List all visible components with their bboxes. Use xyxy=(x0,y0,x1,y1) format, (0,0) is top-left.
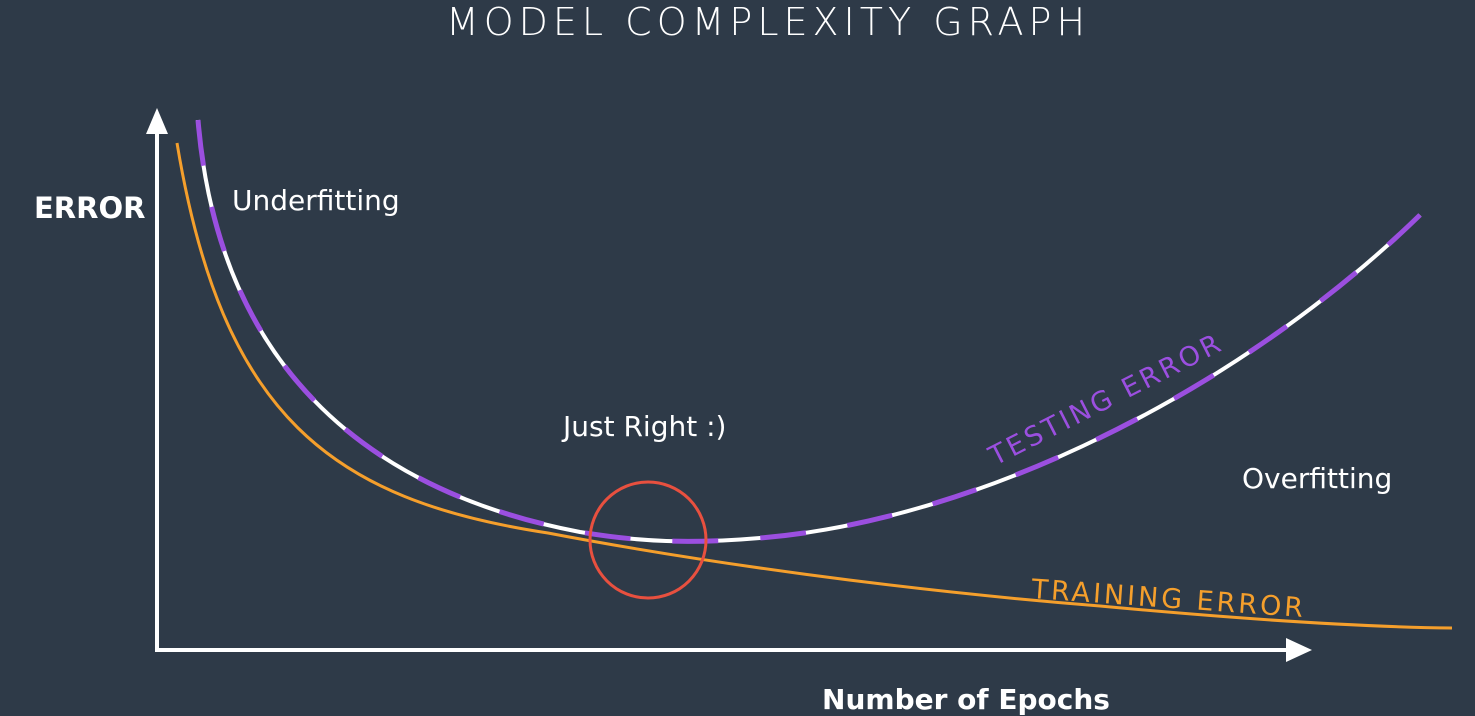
training-error-curve xyxy=(175,142,1453,630)
y-axis-label: ERROR xyxy=(34,191,145,225)
graph-title: MODEL COMPLEXITY GRAPH xyxy=(446,0,1090,44)
training-error-label: TRAINING ERROR xyxy=(1030,574,1308,624)
testing-error-curve-dashes xyxy=(195,119,1422,544)
underfitting-label: Underfitting xyxy=(232,184,400,217)
just-right-marker xyxy=(588,480,708,600)
testing-error-label: TESTING ERROR xyxy=(983,327,1228,472)
x-axis-arrowhead xyxy=(1286,638,1312,662)
axes xyxy=(146,108,1312,662)
x-axis-label: Number of Epochs xyxy=(822,683,1110,716)
just-right-label: Just Right :) xyxy=(561,410,726,443)
y-axis-arrowhead xyxy=(146,108,168,134)
overfitting-label: Overfitting xyxy=(1242,462,1392,495)
testing-error-curve xyxy=(195,119,1422,544)
